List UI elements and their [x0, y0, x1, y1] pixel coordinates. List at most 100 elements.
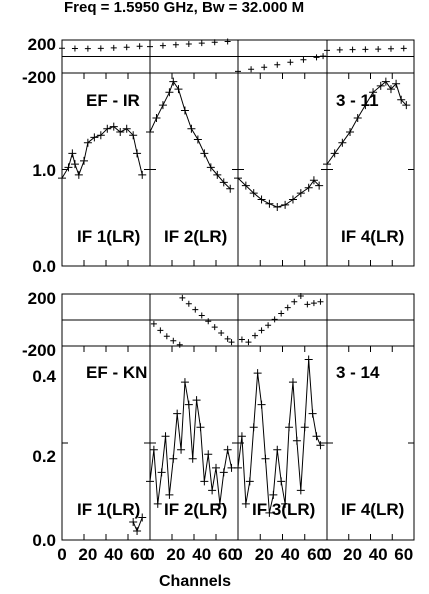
phase-point	[336, 46, 343, 53]
phase-point	[59, 45, 65, 52]
if-label: IF 4(LR)	[341, 500, 404, 519]
phase-point	[235, 68, 241, 75]
phase-point	[185, 300, 192, 307]
amp-point	[152, 114, 161, 123]
amp-point	[180, 378, 189, 387]
x-axis: 0 20 40 600 20 40 600 20 40 600 20 40 60	[57, 545, 413, 564]
amp-point	[300, 423, 309, 432]
baseline-name: EF - IR	[86, 91, 140, 110]
amp-point	[257, 400, 266, 409]
amp-point	[200, 149, 209, 158]
amp-point	[204, 450, 213, 459]
x-tick-label: 40	[281, 545, 300, 564]
if-label: IF 1(LR)	[77, 227, 140, 246]
x-tick-label: 0	[233, 545, 242, 564]
amp-point	[165, 490, 174, 499]
if-panel-2	[234, 53, 327, 212]
amp-point	[129, 517, 138, 526]
phase-point	[400, 45, 407, 52]
amp-point	[308, 409, 317, 418]
amp-point	[273, 203, 282, 212]
amp-point	[133, 526, 142, 535]
amp-point	[174, 85, 183, 94]
amp-point	[234, 174, 242, 183]
amp-point	[241, 499, 250, 508]
amp-point	[315, 181, 324, 190]
if-panel-1: IF 2(LR)	[146, 38, 235, 246]
amp-point	[212, 463, 220, 472]
phase-tick-label: -200	[22, 341, 56, 360]
phase-point	[274, 61, 281, 68]
phase-point	[313, 54, 320, 61]
x-tick-label: 0	[145, 545, 154, 564]
amp-point	[249, 189, 258, 198]
if-label: IF 2(LR)	[164, 500, 227, 519]
amp-point	[237, 432, 246, 441]
phase-point	[170, 337, 177, 344]
baseline-corner-label: 3 - 14	[336, 363, 380, 382]
phase-point	[218, 330, 225, 336]
amp-point	[312, 432, 321, 441]
phase-point	[258, 327, 265, 334]
amp-point	[253, 369, 262, 378]
phase-point	[310, 300, 317, 307]
amp-point	[376, 81, 385, 90]
if-panel-0: IF 1(LR)	[58, 43, 147, 246]
if-label: IF 2(LR)	[164, 227, 227, 246]
amp-point	[369, 88, 378, 97]
phase-point	[211, 324, 218, 331]
amp-point	[288, 195, 297, 204]
x-tick-label: 60	[307, 545, 326, 564]
phase-point	[172, 41, 179, 48]
amp-point	[58, 174, 66, 183]
x-tick-label: 0	[322, 545, 331, 564]
phase-point	[71, 45, 78, 52]
phase-point	[278, 310, 285, 317]
phase-point	[84, 45, 91, 52]
amp-series-line	[149, 80, 231, 190]
phase-point	[159, 42, 166, 49]
amp-point	[146, 127, 154, 136]
phase-point	[185, 40, 192, 47]
if-panel-3: IF 4(LR)	[323, 45, 411, 246]
amp-point	[316, 441, 325, 450]
amp-point	[296, 486, 305, 495]
phase-point	[179, 294, 186, 301]
phase-point	[317, 298, 324, 305]
phase-point	[97, 45, 104, 52]
x-tick-label: 0	[57, 545, 66, 564]
phase-point	[261, 64, 268, 71]
amp-point	[245, 477, 254, 486]
amp-point	[169, 77, 178, 86]
amp-point	[265, 508, 274, 517]
amp-point	[169, 454, 178, 463]
x-tick-label: 20	[255, 545, 274, 564]
amp-point	[219, 178, 228, 187]
if-label: IF 3(LR)	[252, 500, 315, 519]
amp-point	[192, 396, 201, 405]
amp-point	[129, 131, 138, 140]
amp-point	[338, 138, 347, 147]
amp-point	[219, 468, 228, 477]
amp-point	[265, 199, 274, 208]
x-tick-label: 60	[218, 545, 237, 564]
phase-point	[387, 45, 394, 52]
amp-series-line	[237, 177, 320, 208]
baseline-name: EF - KN	[86, 363, 147, 382]
phase-point	[300, 56, 307, 63]
phase-point	[297, 292, 304, 299]
amp-point	[304, 355, 313, 364]
amp-point	[397, 95, 406, 104]
phase-point	[228, 339, 235, 346]
phase-point	[252, 332, 259, 339]
phase-point	[265, 322, 272, 329]
amp-point	[122, 124, 131, 133]
amp-point	[83, 138, 92, 147]
amp-point	[353, 114, 362, 123]
x-tick-label: 20	[343, 545, 362, 564]
phase-point	[245, 339, 252, 346]
amp-tick-label: 1.0	[32, 161, 56, 180]
phase-point	[123, 44, 130, 51]
x-tick-label: 60	[394, 545, 413, 564]
